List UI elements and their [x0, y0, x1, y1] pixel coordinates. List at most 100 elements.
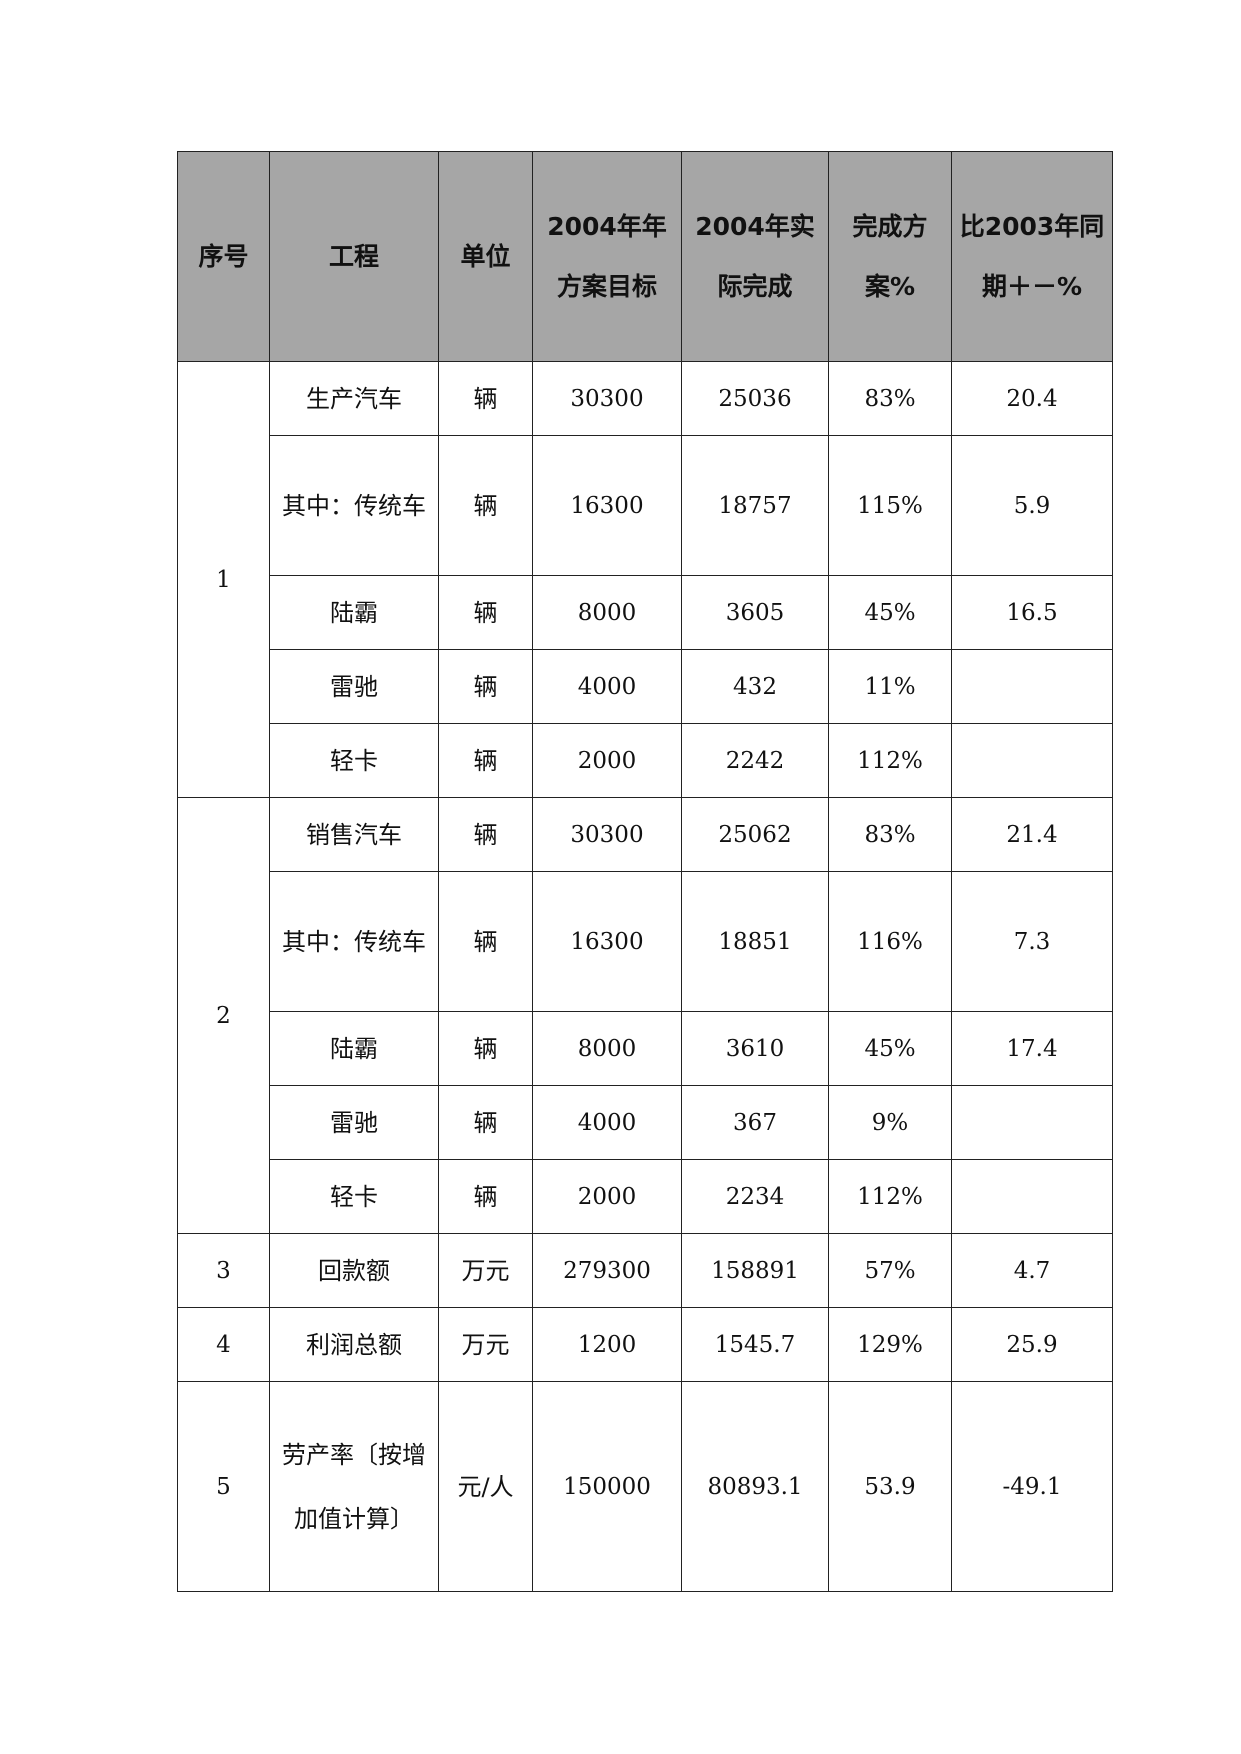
cell-actual: 25036 — [681, 361, 829, 436]
header-target: 2004年年方案目标 — [532, 151, 682, 362]
cell-unit: 万元 — [438, 1307, 533, 1382]
cell-item: 回款额 — [269, 1233, 439, 1308]
cell-unit: 辆 — [438, 1011, 533, 1086]
cell-target: 16300 — [532, 871, 682, 1012]
cell-pct: 57% — [828, 1233, 952, 1308]
cell-pct: 83% — [828, 361, 952, 436]
cell-item: 劳产率〔按增加值计算〕 — [269, 1381, 439, 1592]
cell-yoy — [951, 723, 1113, 798]
cell-actual: 18851 — [681, 871, 829, 1012]
cell-actual: 367 — [681, 1085, 829, 1160]
cell-actual: 2234 — [681, 1159, 829, 1234]
row-number: 3 — [177, 1233, 270, 1308]
cell-item: 利润总额 — [269, 1307, 439, 1382]
cell-unit: 辆 — [438, 435, 533, 576]
cell-actual: 1545.7 — [681, 1307, 829, 1382]
cell-unit: 辆 — [438, 1159, 533, 1234]
cell-yoy — [951, 649, 1113, 724]
cell-yoy: 17.4 — [951, 1011, 1113, 1086]
header-yoy: 比2003年同期＋－% — [951, 151, 1113, 362]
cell-target: 279300 — [532, 1233, 682, 1308]
cell-item: 其中：传统车 — [269, 871, 439, 1012]
cell-actual: 158891 — [681, 1233, 829, 1308]
cell-actual: 3610 — [681, 1011, 829, 1086]
cell-yoy: 21.4 — [951, 797, 1113, 872]
cell-target: 8000 — [532, 575, 682, 650]
header-item: 工程 — [269, 151, 439, 362]
header-pct: 完成方案% — [828, 151, 952, 362]
cell-unit: 辆 — [438, 723, 533, 798]
cell-pct: 11% — [828, 649, 952, 724]
cell-target: 4000 — [532, 1085, 682, 1160]
cell-target: 2000 — [532, 723, 682, 798]
cell-yoy: 5.9 — [951, 435, 1113, 576]
row-number: 4 — [177, 1307, 270, 1382]
cell-yoy: 4.7 — [951, 1233, 1113, 1308]
cell-item: 轻卡 — [269, 1159, 439, 1234]
cell-yoy: 16.5 — [951, 575, 1113, 650]
cell-item: 雷驰 — [269, 1085, 439, 1160]
cell-item: 销售汽车 — [269, 797, 439, 872]
cell-target: 30300 — [532, 797, 682, 872]
cell-pct: 53.9 — [828, 1381, 952, 1592]
cell-yoy — [951, 1159, 1113, 1234]
table-row: 其中：传统车辆 16300 18757 115% 5.9 — [178, 435, 1113, 576]
cell-item: 陆霸 — [269, 575, 439, 650]
cell-item: 陆霸 — [269, 1011, 439, 1086]
cell-target: 16300 — [532, 435, 682, 576]
cell-item: 雷驰 — [269, 649, 439, 724]
table-row: 陆霸辆 8000 3610 45% 17.4 — [178, 1011, 1113, 1086]
table-row: 其中：传统车辆 16300 18851 116% 7.3 — [178, 871, 1113, 1012]
table-row: 轻卡辆 2000 2242 112% — [178, 723, 1113, 798]
cell-actual: 18757 — [681, 435, 829, 576]
cell-actual: 80893.1 — [681, 1381, 829, 1592]
cell-pct: 112% — [828, 1159, 952, 1234]
table-row: 5 劳产率〔按增加值计算〕 元/人 150000 80893.1 53.9 -49.1 — [177, 1381, 1113, 1592]
cell-actual: 2242 — [681, 723, 829, 798]
cell-target: 2000 — [532, 1159, 682, 1234]
cell-pct: 112% — [828, 723, 952, 798]
cell-target: 4000 — [532, 649, 682, 724]
cell-target: 150000 — [532, 1381, 682, 1592]
row-number: 1 — [177, 361, 270, 798]
cell-unit: 辆 — [438, 871, 533, 1012]
header-unit: 单位 — [438, 151, 533, 362]
table-row: 4 利润总额 万元 1200 1545.7 129% 25.9 — [177, 1307, 1113, 1382]
cell-actual: 3605 — [681, 575, 829, 650]
cell-actual: 432 — [681, 649, 829, 724]
cell-pct: 45% — [828, 575, 952, 650]
cell-yoy: 20.4 — [951, 361, 1113, 436]
cell-pct: 115% — [828, 435, 952, 576]
cell-target: 30300 — [532, 361, 682, 436]
cell-yoy — [951, 1085, 1113, 1160]
cell-item: 生产汽车 — [269, 361, 439, 436]
cell-target: 8000 — [532, 1011, 682, 1086]
cell-unit: 元/人 — [438, 1381, 533, 1592]
cell-pct: 116% — [828, 871, 952, 1012]
cell-unit: 辆 — [438, 575, 533, 650]
table-row: 雷驰辆 4000 367 9% — [178, 1085, 1113, 1160]
cell-yoy: 7.3 — [951, 871, 1113, 1012]
table-row: 陆霸辆 8000 3605 45% 16.5 — [178, 575, 1113, 650]
cell-pct: 83% — [828, 797, 952, 872]
row-number: 5 — [177, 1381, 270, 1592]
cell-item: 轻卡 — [269, 723, 439, 798]
cell-target: 1200 — [532, 1307, 682, 1382]
cell-unit: 辆 — [438, 797, 533, 872]
cell-unit: 辆 — [438, 361, 533, 436]
cell-unit: 辆 — [438, 1085, 533, 1160]
cell-yoy: -49.1 — [951, 1381, 1113, 1592]
cell-unit: 万元 — [438, 1233, 533, 1308]
table-row: 雷驰辆 4000 432 11% — [178, 649, 1113, 724]
table-row: 2 销售汽车辆 30300 25062 83% 21.4 — [177, 797, 1113, 1234]
table-row: 1 生产汽车辆 30300 25036 83% 20.4 — [177, 361, 1113, 798]
cell-unit: 辆 — [438, 649, 533, 724]
header-no: 序号 — [177, 151, 270, 362]
cell-item: 其中：传统车 — [269, 435, 439, 576]
cell-pct: 9% — [828, 1085, 952, 1160]
performance-table: 序号 工程 单位 2004年年方案目标 2004年实际完成 完成方案% 比2003年同期＋－… — [177, 151, 1113, 1592]
row-number: 2 — [177, 797, 270, 1234]
cell-pct: 129% — [828, 1307, 952, 1382]
cell-actual: 25062 — [681, 797, 829, 872]
cell-yoy: 25.9 — [951, 1307, 1113, 1382]
